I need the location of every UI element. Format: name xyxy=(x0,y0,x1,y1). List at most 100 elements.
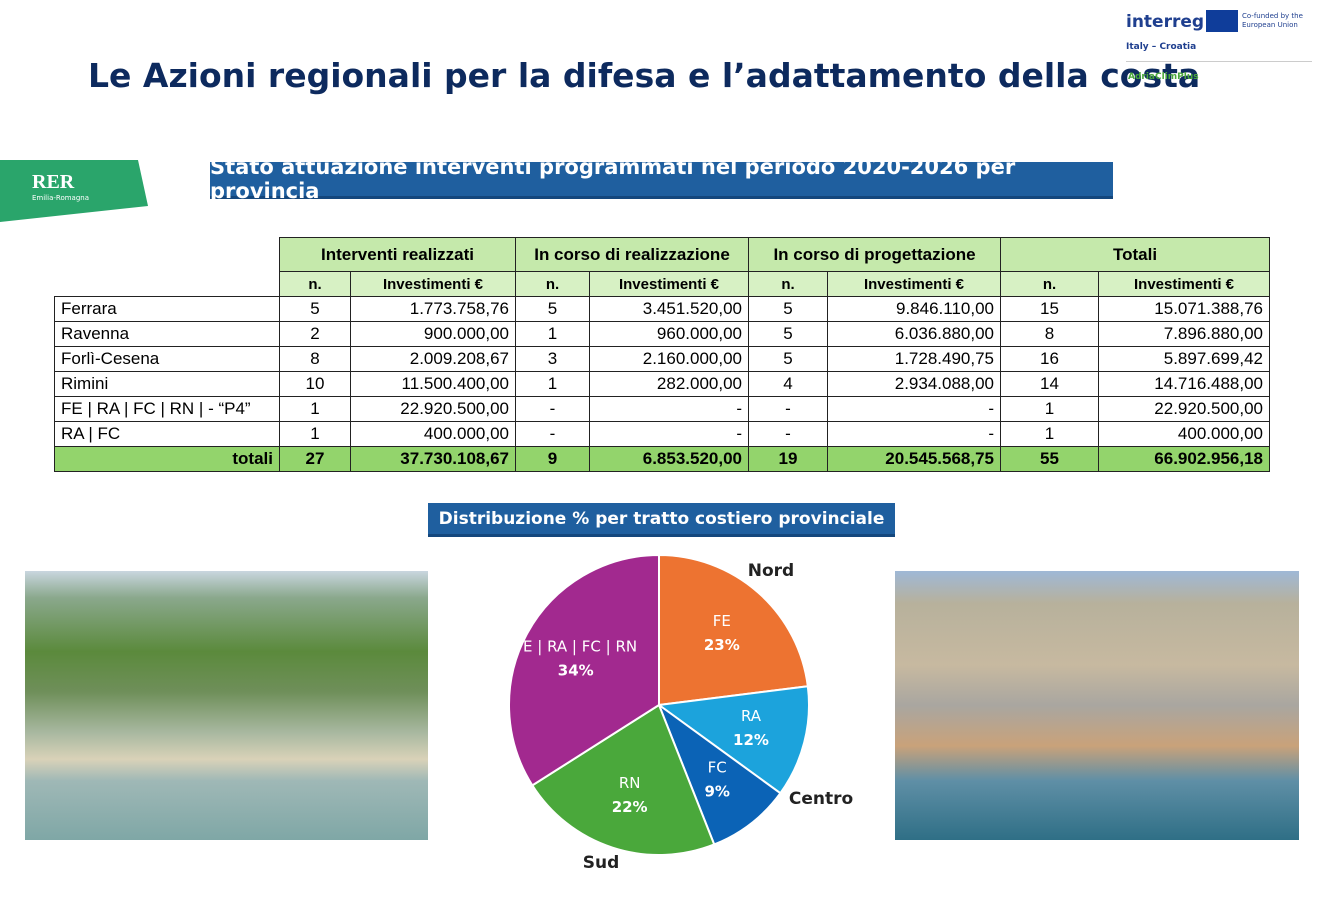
pie-slice xyxy=(530,703,716,856)
group-header-row: Interventi realizzati In corso di realizz… xyxy=(55,237,1271,272)
totals-cell: 66.902.956,18 xyxy=(1097,446,1271,472)
sub-header: n. xyxy=(1000,271,1099,297)
table-cell: 14.716.488,00 xyxy=(1097,371,1271,397)
table-row: Forlì-Cesena 8 2.009.208,67 3 2.160.000,00 5 1… xyxy=(54,346,1271,372)
table-cell: 22.920.500,00 xyxy=(350,396,516,422)
slice-value-label: 34% xyxy=(558,662,594,680)
sub-header: n. xyxy=(748,271,828,297)
table-cell: - xyxy=(748,421,828,447)
data-table: Interventi realizzati In corso di realizz… xyxy=(54,237,1271,472)
program-region: Italy – Croatia xyxy=(1126,42,1197,52)
table-cell: - xyxy=(515,421,590,447)
blank-cell xyxy=(55,272,280,297)
pie-slice xyxy=(658,553,809,707)
funding-text: Co-funded by the European Union xyxy=(1242,12,1303,29)
totals-cell: 19 xyxy=(748,446,828,472)
totals-cell: 37.730.108,67 xyxy=(350,446,516,472)
sub-header-row: n. Investimenti € n. Investimenti € n. Invest… xyxy=(55,271,1271,297)
slice-label: FC xyxy=(708,759,727,777)
group-header: In corso di realizzazione xyxy=(515,237,749,272)
table-cell: - xyxy=(827,421,1001,447)
table-cell: 2.934.088,00 xyxy=(827,371,1001,397)
totals-cell: 20.545.568,75 xyxy=(827,446,1001,472)
row-label: Rimini xyxy=(54,371,280,397)
slice-value-label: 12% xyxy=(733,731,769,749)
row-label: Ferrara xyxy=(54,296,280,322)
photo-left xyxy=(25,571,428,840)
table-cell: 4 xyxy=(748,371,828,397)
table-cell: - xyxy=(589,421,749,447)
pie-slice xyxy=(656,685,810,795)
pie-slice xyxy=(656,702,782,846)
table-cell: 1 xyxy=(279,396,351,422)
slice-label: RA xyxy=(741,707,762,725)
group-header: Interventi realizzati xyxy=(279,237,516,272)
region-label: Nord xyxy=(748,561,794,581)
slice-value-label: 9% xyxy=(704,783,729,801)
logo-shape xyxy=(0,160,148,222)
table-cell: - xyxy=(515,396,590,422)
table-cell: 5 xyxy=(748,346,828,372)
table-row: FE | RA | FC | RN | - “P4” 1 22.920.500,00… xyxy=(54,396,1271,422)
table-cell: 5 xyxy=(748,296,828,322)
totals-row: totali 27 37.730.108,67 9 6.853.520,00 19 20.5… xyxy=(54,446,1271,472)
blank-cell xyxy=(55,238,280,272)
table-cell: 3.451.520,00 xyxy=(589,296,749,322)
table-row: Ravenna 2 900.000,00 1 960.000,00 5 6.036.880,… xyxy=(54,321,1271,347)
table-cell: 9.846.110,00 xyxy=(827,296,1001,322)
table-cell: 15.071.388,76 xyxy=(1097,296,1271,322)
region-label: Centro xyxy=(789,789,853,809)
eu-flag xyxy=(1206,10,1238,32)
logo-name: RER xyxy=(32,171,75,193)
slice-label: FE xyxy=(713,612,731,630)
table-cell: 1.728.490,75 xyxy=(827,346,1001,372)
table-banner: Stato attuazione interventi programmati … xyxy=(210,155,1113,203)
totals-cell: 27 xyxy=(279,446,351,472)
table-cell: 5 xyxy=(515,296,590,322)
table-cell: 5 xyxy=(748,321,828,347)
totals-cell: 55 xyxy=(1000,446,1099,472)
region-label: Sud xyxy=(583,853,620,873)
table-cell: 2.009.208,67 xyxy=(350,346,516,372)
row-label: FE | RA | FC | RN | - “P4” xyxy=(54,396,280,422)
table-cell: 8 xyxy=(1000,321,1099,347)
sub-header: Investimenti € xyxy=(1097,271,1271,297)
pie-slice xyxy=(508,553,660,787)
table-cell: 1 xyxy=(515,321,590,347)
table-cell: - xyxy=(748,396,828,422)
divider xyxy=(1126,61,1312,62)
table-cell: 22.920.500,00 xyxy=(1097,396,1271,422)
sub-header: n. xyxy=(515,271,590,297)
rer-logo: RER Emilia-Romagna xyxy=(0,160,148,222)
table-cell: 2.160.000,00 xyxy=(589,346,749,372)
table-cell: 400.000,00 xyxy=(350,421,516,447)
table-cell: 1 xyxy=(515,371,590,397)
sub-header: n. xyxy=(279,271,351,297)
group-header: Totali xyxy=(999,237,1271,272)
table-row: Ferrara 5 1.773.758,76 5 3.451.520,00 5 9.846.… xyxy=(54,296,1271,322)
table-cell: 2 xyxy=(279,321,351,347)
table-cell: 8 xyxy=(279,346,351,372)
table-cell: 5 xyxy=(279,296,351,322)
table-cell: 10 xyxy=(279,371,351,397)
slice-value-label: 23% xyxy=(704,636,740,654)
table-row: Rimini 10 11.500.400,00 1 282.000,00 4 2.934.0… xyxy=(54,371,1271,397)
table-cell: 960.000,00 xyxy=(589,321,749,347)
program-name: interreg xyxy=(1126,12,1205,32)
table-cell: - xyxy=(589,396,749,422)
table-cell: 7.896.880,00 xyxy=(1097,321,1271,347)
slice-label: FE | RA | FC | RN xyxy=(514,638,637,656)
slice-value-label: 22% xyxy=(612,798,648,816)
table-cell: 1 xyxy=(279,421,351,447)
row-label: Ravenna xyxy=(54,321,280,347)
table-cell: 1 xyxy=(1000,421,1099,447)
photo-right xyxy=(895,571,1299,840)
table-cell: 900.000,00 xyxy=(350,321,516,347)
table-cell: 1 xyxy=(1000,396,1099,422)
totals-label: totali xyxy=(54,446,280,472)
chart-banner: Distribuzione % per tratto costiero prov… xyxy=(428,503,895,537)
table-cell: 5.897.699,42 xyxy=(1097,346,1271,372)
table-cell: - xyxy=(827,396,1001,422)
table-cell: 11.500.400,00 xyxy=(350,371,516,397)
